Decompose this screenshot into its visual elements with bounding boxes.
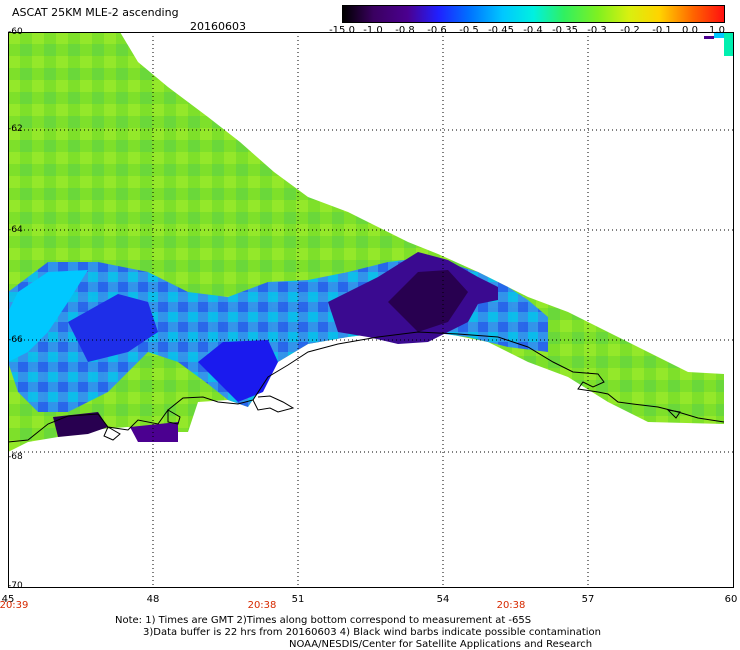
coastline-island bbox=[167, 409, 181, 425]
lon-label: 54 bbox=[436, 594, 450, 605]
colorbar-label: 0.0 bbox=[682, 25, 698, 36]
lat-lon-grid bbox=[8, 32, 734, 588]
lon-label: 51 bbox=[291, 594, 305, 605]
map-date: 20160603 bbox=[190, 20, 246, 33]
footer-note: 3)Data buffer is 22 hrs from 20160603 4)… bbox=[143, 627, 601, 638]
very-low-wind-region bbox=[53, 412, 108, 437]
color-scale-bar bbox=[342, 5, 725, 23]
lat-label: -68 bbox=[8, 452, 23, 462]
colorbar-label: -0.8 bbox=[395, 25, 415, 36]
lat-label: -60 bbox=[8, 27, 23, 37]
very-low-wind-region bbox=[388, 270, 468, 332]
scatterometer-swath bbox=[8, 32, 724, 452]
low-wind-region bbox=[8, 270, 88, 362]
colorbar-label: -0.1 bbox=[652, 25, 672, 36]
colorbar-label: -0.5 bbox=[459, 25, 479, 36]
coastline-island bbox=[103, 426, 121, 441]
low-wind-region bbox=[68, 294, 158, 362]
colorbar-label: -15.0 bbox=[329, 25, 355, 36]
colorbar-label: 1.0 bbox=[709, 25, 725, 36]
very-low-wind-region bbox=[130, 422, 178, 442]
plot-frame bbox=[8, 32, 734, 588]
low-wind-region bbox=[198, 340, 278, 402]
coastline bbox=[8, 331, 725, 443]
swath-corner bbox=[714, 32, 724, 38]
lon-label: 48 bbox=[146, 594, 160, 605]
colorbar-label: -0.3 bbox=[587, 25, 607, 36]
lon-label: 57 bbox=[581, 594, 595, 605]
colorbar-label: -0.2 bbox=[620, 25, 640, 36]
footer-credit: NOAA/NESDIS/Center for Satellite Applica… bbox=[289, 639, 593, 650]
lon-label: 45 bbox=[1, 594, 15, 605]
map-title: ASCAT 25KM MLE-2 ascending bbox=[12, 6, 179, 19]
colorbar-label: -0.4 bbox=[523, 25, 543, 36]
time-label: 20:38 bbox=[496, 600, 526, 611]
swath-corner bbox=[724, 32, 734, 56]
lat-label: -66 bbox=[8, 335, 23, 345]
wind-map-plot bbox=[8, 32, 734, 588]
lat-label: -64 bbox=[8, 225, 23, 235]
coastline-island bbox=[666, 409, 681, 419]
color-scale-gradient bbox=[343, 6, 724, 22]
swath-corner bbox=[704, 36, 714, 39]
coastline-ice-shelf bbox=[252, 395, 295, 413]
colorbar-label: -1.0 bbox=[363, 25, 383, 36]
time-label: 20:38 bbox=[247, 600, 277, 611]
lat-label: -62 bbox=[8, 124, 23, 134]
colorbar-label: -0.6 bbox=[427, 25, 447, 36]
colorbar-label: -0.45 bbox=[488, 25, 514, 36]
footer-note: Note: 1) Times are GMT 2)Times along bot… bbox=[115, 615, 532, 626]
colorbar-label: -0.35 bbox=[552, 25, 578, 36]
lon-label: 60 bbox=[724, 594, 738, 605]
lat-label: -70 bbox=[8, 581, 23, 591]
time-label: 20:39 bbox=[0, 600, 29, 611]
